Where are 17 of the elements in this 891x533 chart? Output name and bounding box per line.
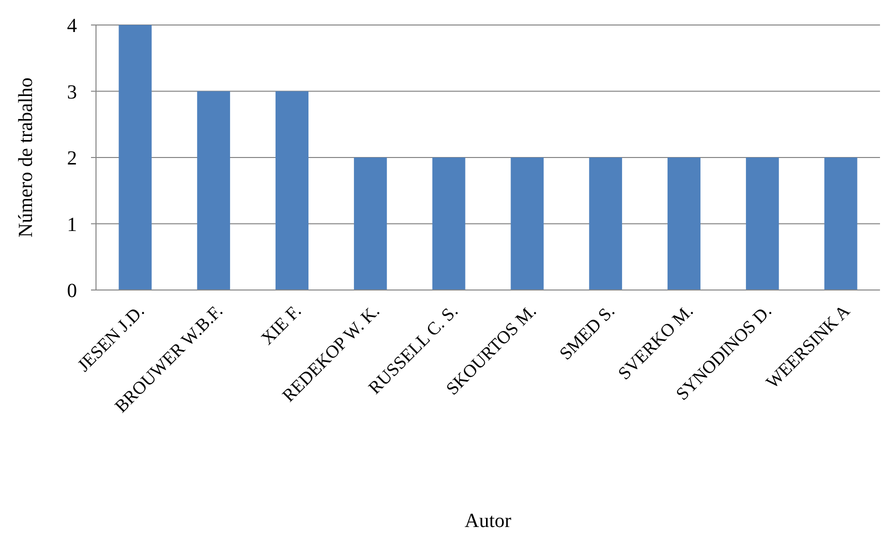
bar xyxy=(197,91,230,290)
bar xyxy=(824,158,858,290)
y-tick-label: 1 xyxy=(67,214,77,236)
bar xyxy=(354,158,387,290)
y-tick-label: 0 xyxy=(67,280,77,302)
y-tick-label: 2 xyxy=(67,148,77,170)
y-tick-label: 4 xyxy=(67,15,77,37)
bar xyxy=(118,25,152,290)
bar xyxy=(276,91,308,290)
bar xyxy=(668,158,700,290)
bar xyxy=(510,158,544,290)
x-axis-title: Autor xyxy=(464,510,512,532)
bar xyxy=(746,158,779,290)
y-axis-title: Número de trabalho xyxy=(15,78,37,238)
y-tick-label: 3 xyxy=(67,81,77,104)
bar xyxy=(432,158,466,290)
bar xyxy=(589,158,622,290)
